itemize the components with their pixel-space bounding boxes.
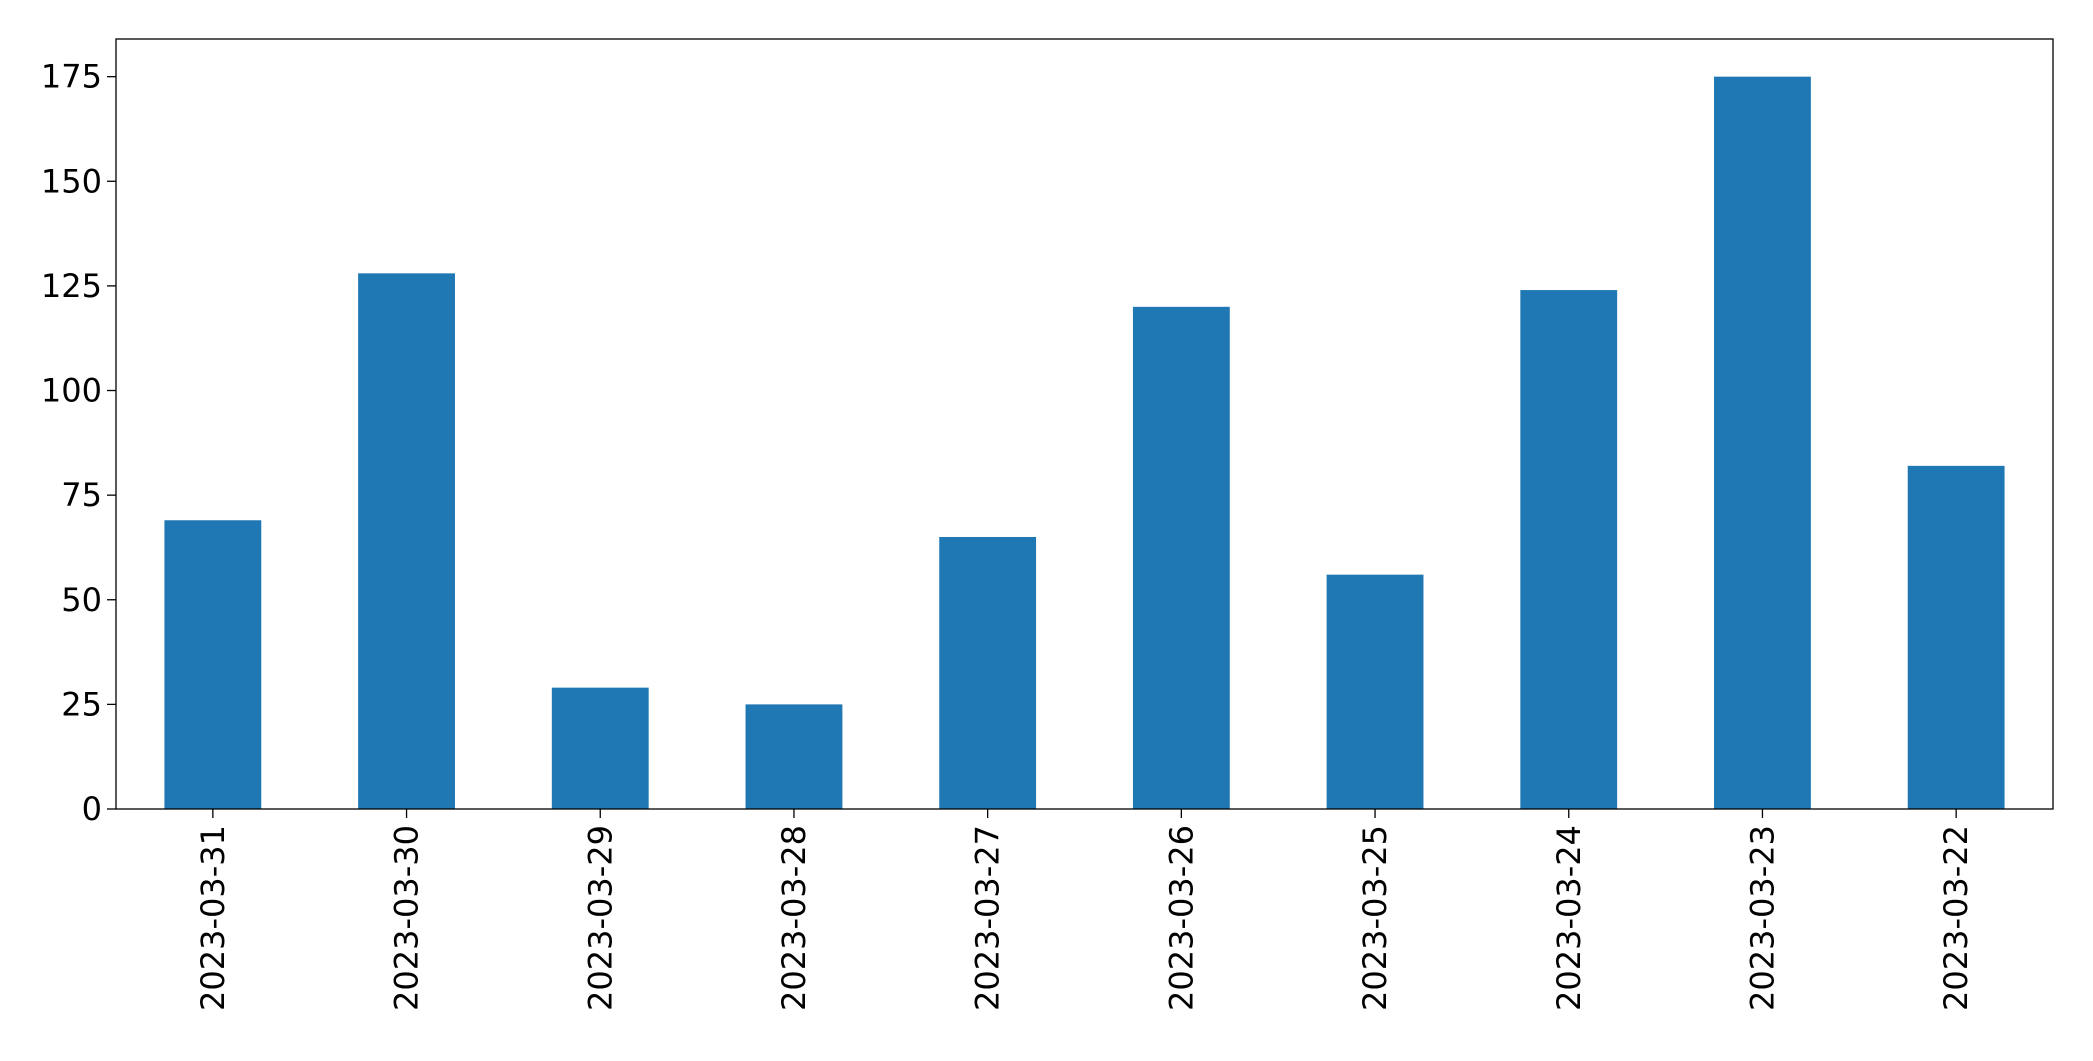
- y-tick-label: 75: [61, 476, 102, 514]
- bar: [745, 704, 843, 809]
- y-tick-label: 0: [82, 790, 102, 828]
- x-tick-label: 2023-03-31: [194, 825, 232, 1011]
- y-tick-label: 50: [61, 581, 102, 619]
- x-tick-label: 2023-03-26: [1162, 825, 1200, 1011]
- bar: [1326, 574, 1424, 809]
- x-tick-label: 2023-03-22: [1937, 825, 1975, 1011]
- y-tick-label: 125: [41, 267, 102, 305]
- x-tick-label: 2023-03-27: [969, 825, 1007, 1011]
- bar: [358, 273, 455, 809]
- bar: [1520, 290, 1618, 810]
- y-tick-label: 25: [61, 685, 102, 723]
- y-tick-label: 100: [41, 372, 102, 410]
- bar: [1907, 465, 2005, 809]
- bar: [1714, 76, 1811, 810]
- x-tick-label: 2023-03-23: [1743, 825, 1781, 1011]
- bar: [551, 687, 649, 809]
- y-tick-label: 150: [41, 162, 102, 200]
- bar: [164, 520, 262, 809]
- bar: [939, 536, 1037, 809]
- x-tick-label: 2023-03-25: [1356, 825, 1394, 1011]
- bar: [1132, 306, 1230, 809]
- x-tick-label: 2023-03-28: [775, 825, 813, 1011]
- plot-frame: [115, 38, 2054, 810]
- x-tick-label: 2023-03-24: [1550, 825, 1588, 1011]
- y-tick-label: 175: [41, 58, 102, 96]
- x-tick-label: 2023-03-30: [388, 825, 426, 1011]
- x-tick-label: 2023-03-29: [581, 825, 619, 1011]
